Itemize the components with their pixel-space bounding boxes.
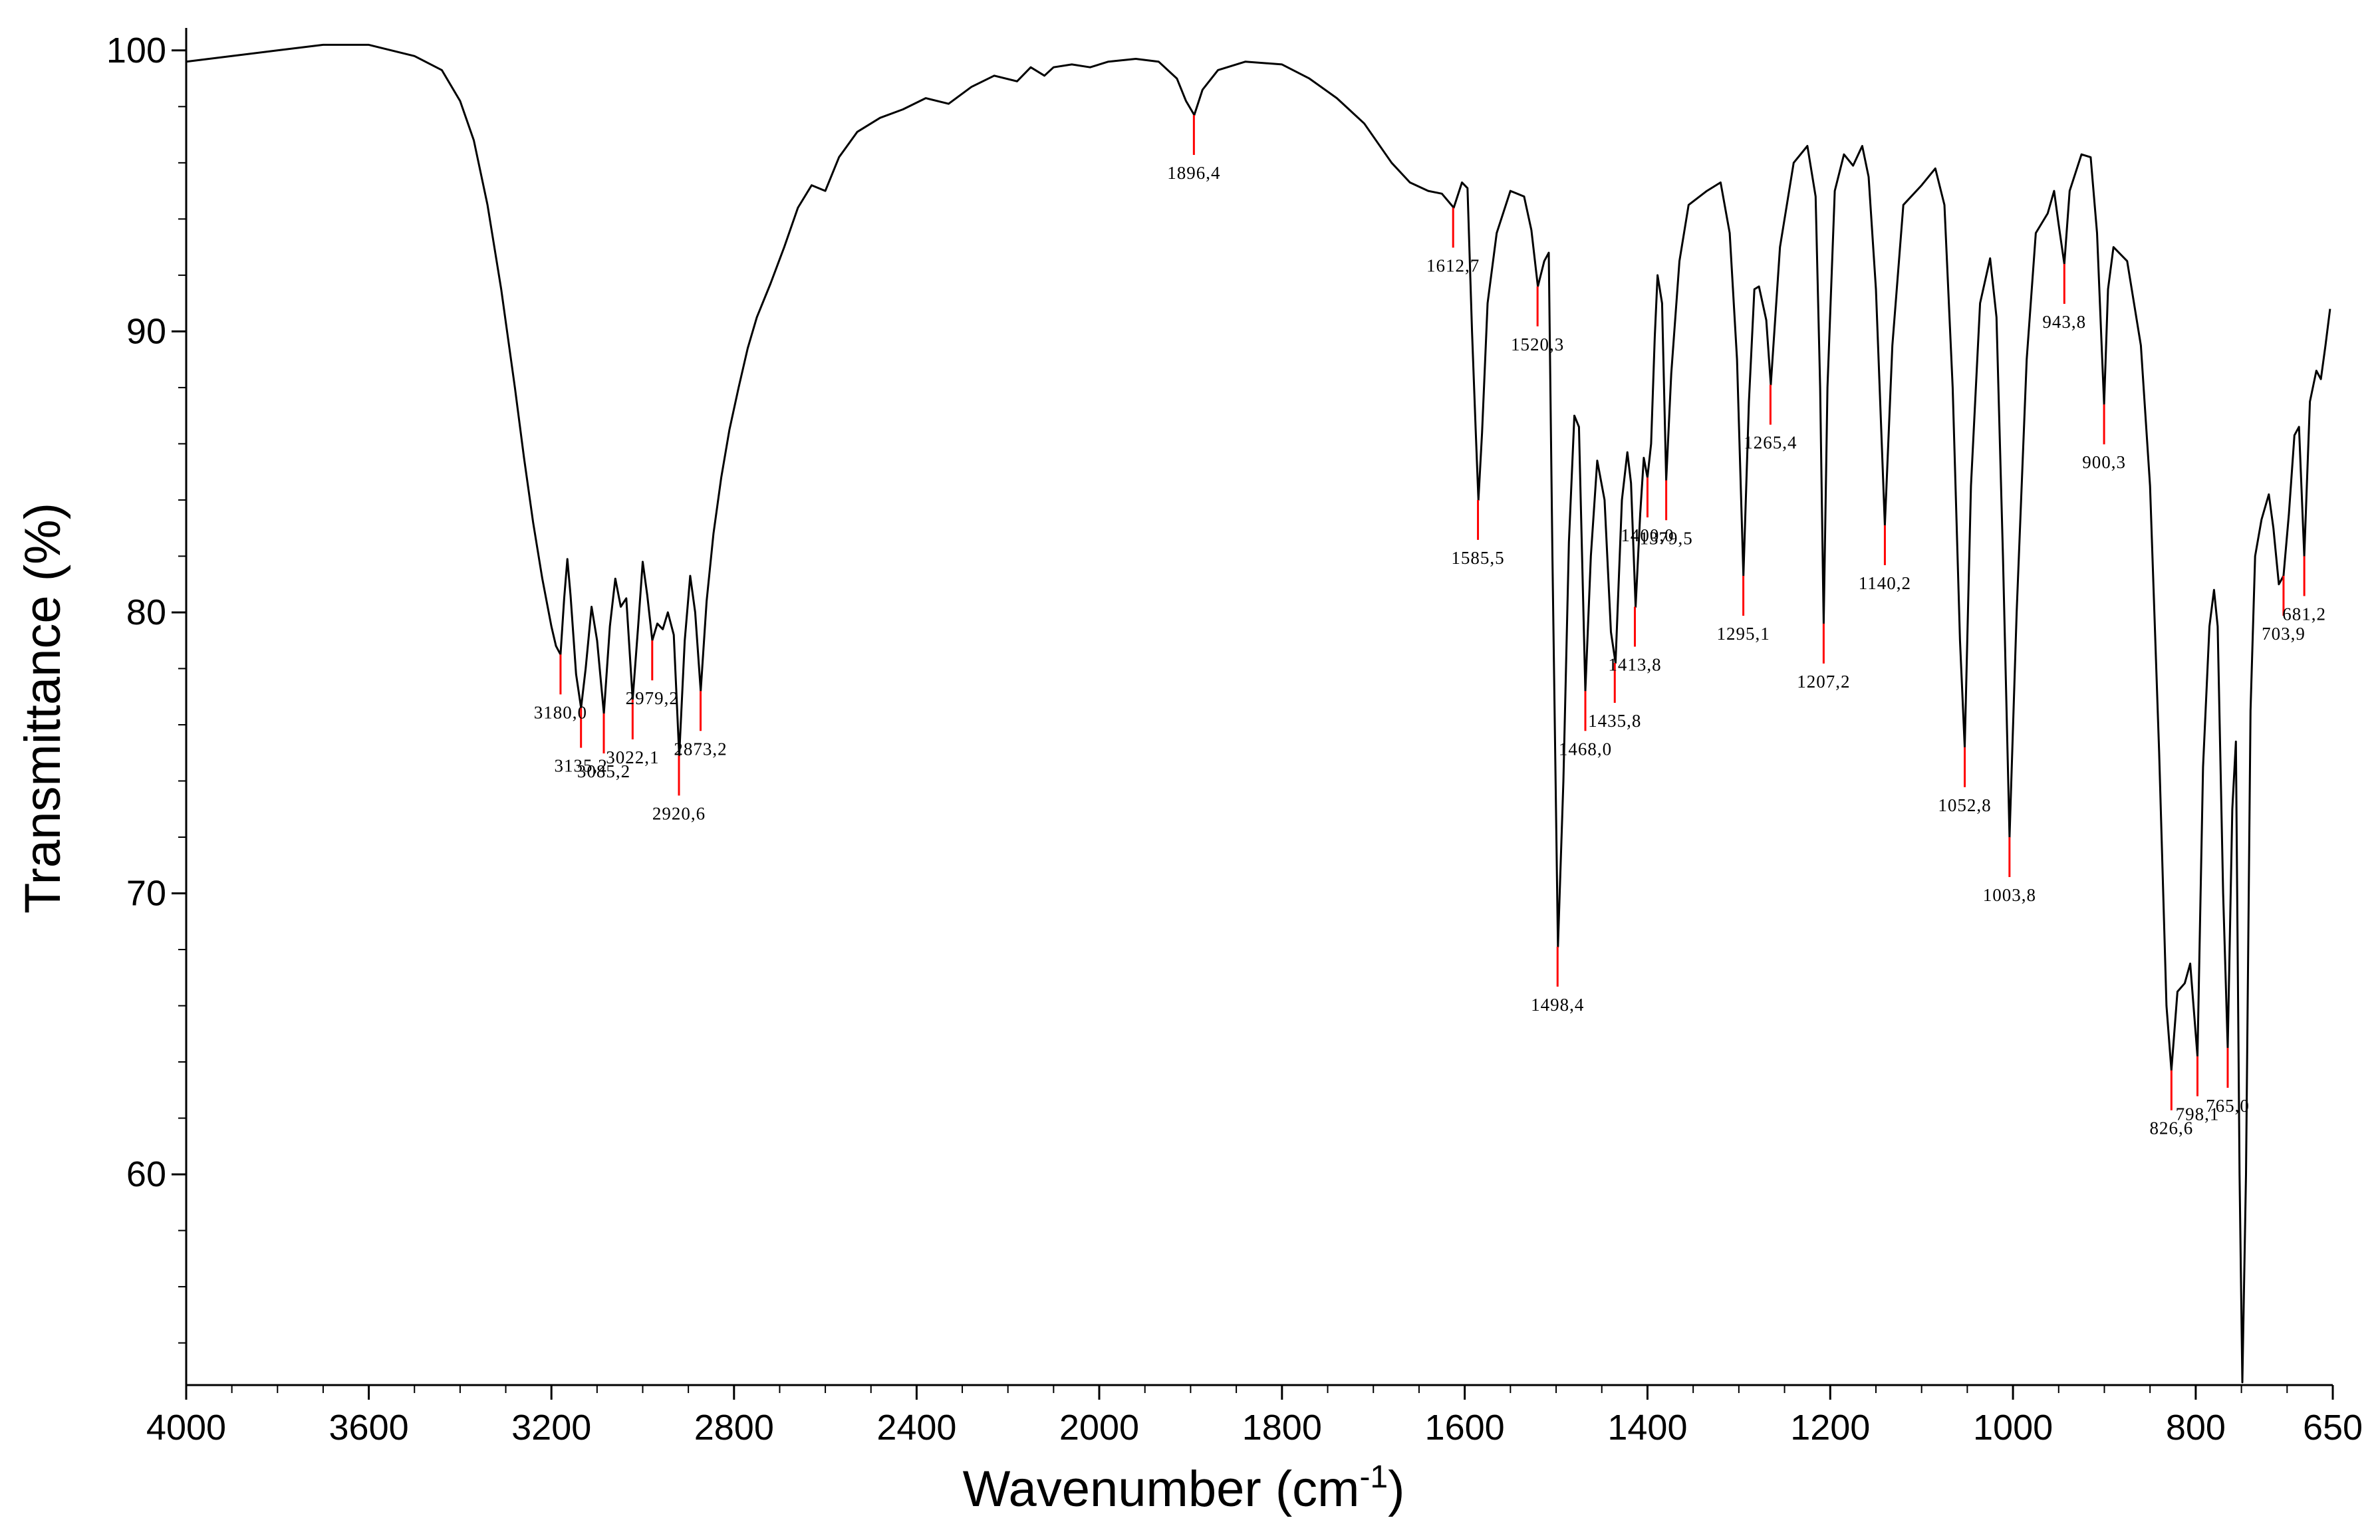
peak-label: 1413,8 bbox=[1608, 654, 1661, 674]
peak-label: 1896,4 bbox=[1167, 163, 1220, 183]
peak-label: 765,0 bbox=[2206, 1096, 2250, 1116]
peak-label: 943,8 bbox=[2042, 312, 2086, 332]
peak-markers bbox=[559, 114, 2306, 1110]
peak-label: 1140,2 bbox=[1859, 573, 1911, 593]
y-tick-label: 90 bbox=[126, 311, 166, 351]
x-axis-ticks: 4000 3600 3200 2800 2400 2000 1800 1600 1400 1200… bbox=[146, 1385, 2363, 1448]
x-tick-label: 1800 bbox=[1242, 1408, 1322, 1448]
peak-label: 900,3 bbox=[2082, 452, 2126, 472]
peak-label: 681,2 bbox=[2282, 604, 2326, 624]
x-tick-label: 3200 bbox=[511, 1408, 591, 1448]
y-axis-title: Transmittance (%) bbox=[15, 503, 71, 914]
x-tick-label: 3600 bbox=[329, 1408, 409, 1448]
x-tick-label: 1400 bbox=[1607, 1408, 1687, 1448]
peak-label: 3180,0 bbox=[534, 702, 587, 722]
peak-label: 3135,2 bbox=[555, 756, 608, 776]
peak-label: 2920,6 bbox=[652, 803, 706, 823]
axes bbox=[185, 28, 2333, 1386]
peak-label: 1498,4 bbox=[1531, 995, 1584, 1015]
peak-label: 1435,8 bbox=[1588, 711, 1641, 731]
peak-label: 1003,8 bbox=[1983, 885, 2036, 905]
x-tick-label: 1600 bbox=[1425, 1408, 1505, 1448]
peak-label: 3085,2 bbox=[577, 761, 630, 781]
peak-label: 826,6 bbox=[2149, 1118, 2193, 1138]
peak-label: 1520,3 bbox=[1511, 334, 1564, 354]
y-tick-label: 60 bbox=[126, 1154, 166, 1194]
peak-label: 1585,5 bbox=[1451, 548, 1504, 568]
peak-label: 1468,0 bbox=[1559, 739, 1612, 759]
peak-label: 2873,2 bbox=[674, 739, 727, 759]
x-tick-label: 2800 bbox=[694, 1408, 774, 1448]
x-tick-label: 2000 bbox=[1059, 1408, 1139, 1448]
x-tick-label: 2400 bbox=[876, 1408, 956, 1448]
peak-label: 1612,7 bbox=[1426, 255, 1480, 275]
x-tick-label: 1200 bbox=[1790, 1408, 1870, 1448]
minor-ticks bbox=[178, 49, 2333, 1393]
peak-label: 703,9 bbox=[2262, 624, 2306, 644]
peak-label: 1052,8 bbox=[1938, 795, 1991, 815]
peak-label: 1265,4 bbox=[1744, 433, 1797, 453]
x-tick-label: 1000 bbox=[1973, 1408, 2053, 1448]
x-tick-label: 800 bbox=[2166, 1408, 2226, 1448]
y-tick-label: 100 bbox=[106, 31, 166, 70]
peak-label: 1379,5 bbox=[1639, 528, 1692, 548]
spectrum-line bbox=[186, 43, 2331, 1384]
peak-label: 798,1 bbox=[2176, 1104, 2220, 1124]
peak-label: 1295,1 bbox=[1716, 624, 1770, 644]
y-tick-label: 70 bbox=[126, 874, 166, 914]
x-axis-title-superscript: -1 bbox=[1359, 1460, 1388, 1495]
spectrum-series bbox=[186, 43, 2331, 1384]
y-tick-label: 80 bbox=[126, 592, 166, 632]
peak-label: 3022,1 bbox=[606, 747, 659, 767]
peak-label: 1207,2 bbox=[1797, 672, 1850, 692]
x-axis-title: Wavenumber (cm-1) bbox=[963, 1460, 1405, 1517]
x-tick-label: 4000 bbox=[146, 1408, 226, 1448]
x-tick-label: 650 bbox=[2303, 1408, 2363, 1448]
y-axis-ticks: 100 90 80 70 60 bbox=[106, 31, 186, 1194]
peak-label: 2979,2 bbox=[626, 688, 679, 708]
peak-label: 1400,0 bbox=[1621, 525, 1674, 545]
